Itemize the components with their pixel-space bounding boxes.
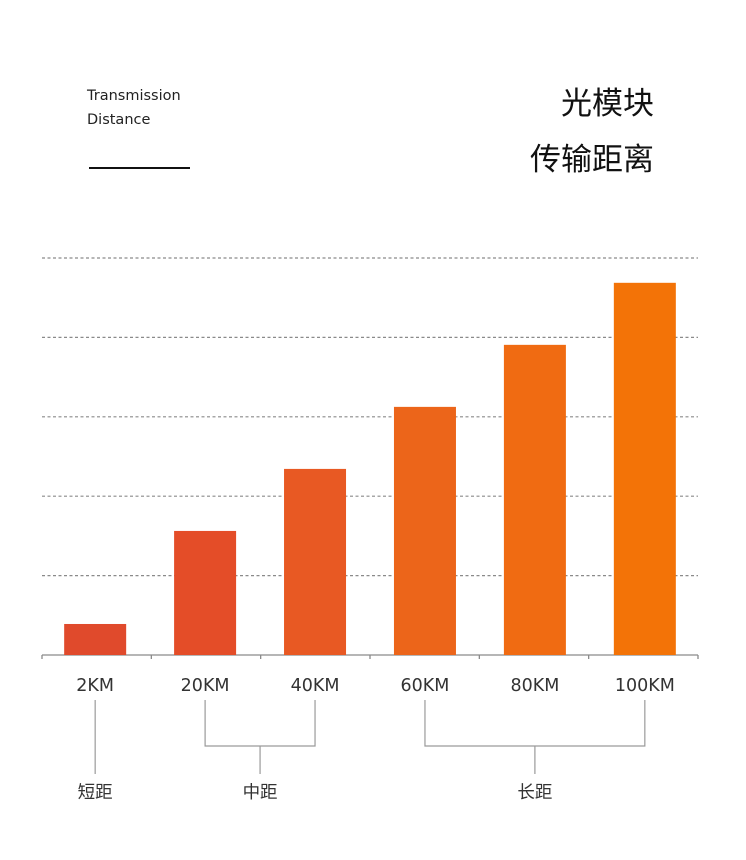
bar-20km bbox=[174, 530, 237, 655]
english-title: Transmission Distance bbox=[87, 84, 181, 132]
x-tick-label: 20KM bbox=[181, 676, 230, 696]
title-underline bbox=[89, 167, 190, 169]
bar-40km bbox=[284, 468, 347, 655]
chinese-title-line-1: 光模块 bbox=[561, 86, 654, 122]
group-label: 长距 bbox=[517, 783, 552, 803]
group-label: 中距 bbox=[243, 783, 278, 803]
english-title-line-1: Transmission bbox=[87, 88, 181, 104]
x-tick-label: 60KM bbox=[401, 676, 450, 696]
bar-100km bbox=[613, 282, 676, 655]
bar-80km bbox=[503, 344, 566, 655]
x-tick-label: 80KM bbox=[510, 676, 559, 696]
x-tick-label: 100KM bbox=[615, 676, 675, 696]
group-bracket bbox=[204, 700, 316, 774]
chinese-title: 光模块 传输距离 bbox=[530, 76, 654, 188]
english-title-line-2: Distance bbox=[87, 112, 151, 128]
bar-60km bbox=[393, 406, 456, 655]
x-tick-label: 40KM bbox=[291, 676, 340, 696]
bar-2km bbox=[64, 623, 127, 655]
group-label: 短距 bbox=[78, 783, 113, 803]
group-bracket bbox=[424, 700, 646, 774]
x-tick-label: 2KM bbox=[76, 676, 114, 696]
chinese-title-line-2: 传输距离 bbox=[530, 142, 654, 178]
